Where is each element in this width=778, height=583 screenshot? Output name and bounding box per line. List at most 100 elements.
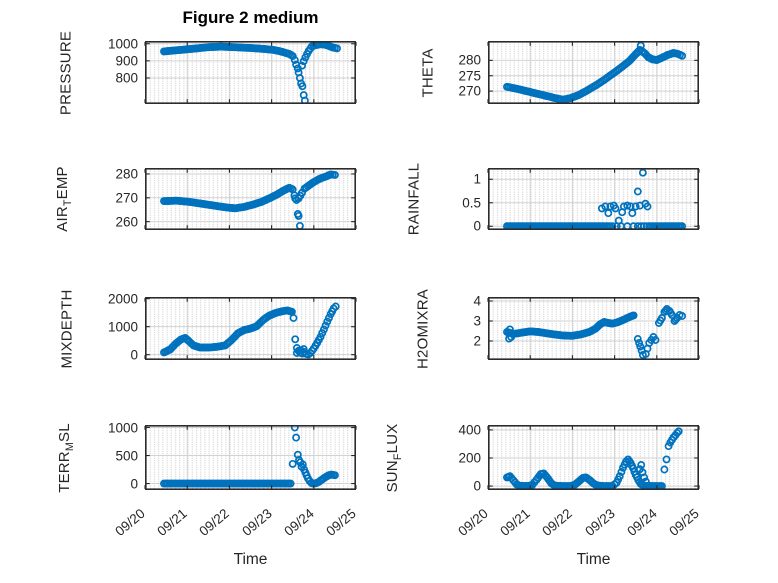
y-axis-label: RAINFALL xyxy=(405,162,423,236)
plot-canvas-pressure xyxy=(144,41,357,105)
data-point xyxy=(298,61,306,70)
data-point xyxy=(294,211,303,220)
data-point xyxy=(325,313,333,322)
axes-box xyxy=(145,168,356,231)
data-point xyxy=(643,202,652,211)
y-tick-label: 270 xyxy=(458,83,481,99)
y-tick-label: 800 xyxy=(115,70,138,86)
data-point xyxy=(633,187,642,196)
subplot-sun-flux: 0 200 400 SUNFLUX 09/20 09/21 09/22 09/23 09/24 0… xyxy=(384,422,702,539)
data-point xyxy=(678,51,687,60)
subplot-terr-msl: 0 500 1000 TERRMSL 09/20 09/21 09/22 09/23 09/24… xyxy=(56,420,359,539)
data-point xyxy=(611,204,620,213)
subplot-pressure: 800 900 1000 PRESSURE xyxy=(58,30,357,115)
y-tick-label: 280 xyxy=(458,52,481,68)
data-points xyxy=(503,305,687,360)
data-point xyxy=(298,82,307,91)
y-tick-label: 4 xyxy=(473,293,481,309)
data-point xyxy=(292,433,301,442)
y-axis-label: MIXDEPTH xyxy=(58,288,76,369)
y-tick-label: 2 xyxy=(473,333,481,349)
axes-box xyxy=(145,41,356,105)
y-tick-label: 900 xyxy=(115,53,138,69)
data-point xyxy=(636,342,645,351)
axes-box xyxy=(488,168,699,231)
axes-box xyxy=(488,425,699,491)
subplot-h2omixra: 2 3 4 H2OMIXRA xyxy=(415,289,700,368)
data-point xyxy=(673,429,682,437)
axes-box xyxy=(488,41,699,105)
axes-box xyxy=(145,297,356,361)
data-point xyxy=(622,457,630,466)
data-point xyxy=(617,468,626,476)
data-point xyxy=(288,52,297,61)
y-axis-label: PRESSURE xyxy=(57,30,75,115)
y-tick-label: 0.5 xyxy=(462,195,481,211)
y-tick-label: 3 xyxy=(473,313,481,329)
plot-canvas-terr-msl xyxy=(144,425,357,491)
y-axis-label: H2OMIXRA xyxy=(414,288,432,369)
subplot-mixdepth: 0 1000 2000 MIXDEPTH xyxy=(59,289,357,368)
y-tick-label: 1000 xyxy=(107,420,138,436)
x-axis-title-left: Time xyxy=(233,551,268,568)
data-point xyxy=(316,332,325,341)
data-point xyxy=(299,345,308,354)
data-point xyxy=(289,314,298,322)
data-point xyxy=(662,455,671,464)
plot-canvas-sun-flux xyxy=(487,425,700,491)
subplot-rainfall: 0 0.5 1 RAINFALL xyxy=(406,163,700,235)
subplot-air-temp: 260 270 280 AIRTEMP xyxy=(54,166,357,232)
y-tick-label: 0 xyxy=(130,347,138,363)
data-point xyxy=(290,425,299,432)
y-tick-label: 1000 xyxy=(107,319,138,335)
y-tick-label: 400 xyxy=(458,422,481,438)
data-point xyxy=(641,477,650,486)
data-point xyxy=(299,57,308,66)
plot-canvas-rainfall xyxy=(487,168,700,231)
data-point xyxy=(601,202,610,211)
y-tick-label: 280 xyxy=(115,166,138,182)
data-point xyxy=(307,479,316,487)
figure-title: Figure 2 medium xyxy=(182,8,319,27)
data-point xyxy=(614,216,623,225)
data-point xyxy=(628,209,637,218)
data-point xyxy=(678,312,687,320)
x-axis-title-right: Time xyxy=(576,551,611,568)
data-point xyxy=(604,209,613,218)
data-points xyxy=(160,425,339,488)
plot-canvas-theta xyxy=(487,41,700,105)
data-point xyxy=(323,317,332,326)
axes-box xyxy=(488,297,699,361)
plot-canvas-h2omixra xyxy=(487,297,700,361)
data-point xyxy=(290,56,299,64)
data-point xyxy=(615,472,624,481)
y-tick-label: 200 xyxy=(458,450,481,466)
plot-canvas-mixdepth xyxy=(144,297,357,361)
data-point xyxy=(505,325,514,334)
data-point xyxy=(633,335,642,343)
data-point xyxy=(330,471,339,480)
data-point xyxy=(629,311,638,320)
plot-canvas-air-temp xyxy=(144,168,357,231)
data-point xyxy=(286,479,295,488)
y-axis-label: AIRTEMP xyxy=(54,166,74,232)
y-tick-label: 2000 xyxy=(107,291,138,307)
data-point xyxy=(319,325,328,334)
data-point xyxy=(507,333,516,341)
data-point xyxy=(298,460,307,469)
data-point xyxy=(671,315,680,324)
data-point xyxy=(631,202,640,211)
y-tick-label: 260 xyxy=(115,214,138,230)
data-point xyxy=(291,335,300,344)
data-point xyxy=(623,201,632,210)
y-tick-label: 0 xyxy=(130,476,138,492)
data-point xyxy=(330,170,339,179)
data-point xyxy=(331,302,340,311)
data-points xyxy=(160,170,339,230)
data-point xyxy=(306,44,315,53)
data-point xyxy=(288,459,297,468)
y-axis-label: THETA xyxy=(419,47,437,98)
data-point xyxy=(640,357,648,360)
y-tick-label: 0 xyxy=(473,478,481,494)
